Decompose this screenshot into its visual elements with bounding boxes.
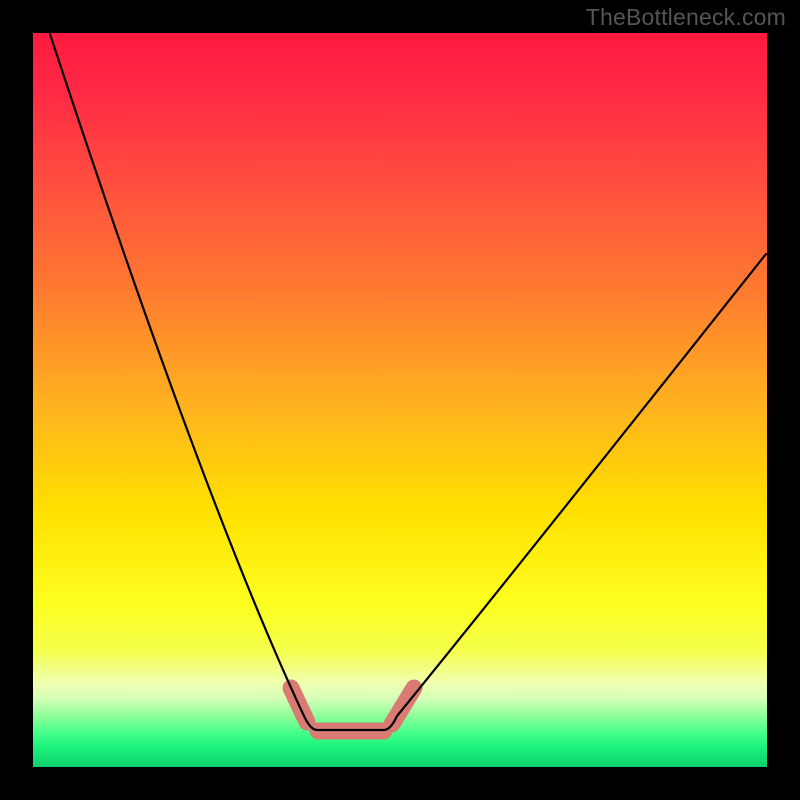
gradient-plot-area bbox=[33, 33, 767, 767]
watermark-text: TheBottleneck.com bbox=[586, 4, 786, 31]
bottleneck-chart bbox=[0, 0, 800, 800]
